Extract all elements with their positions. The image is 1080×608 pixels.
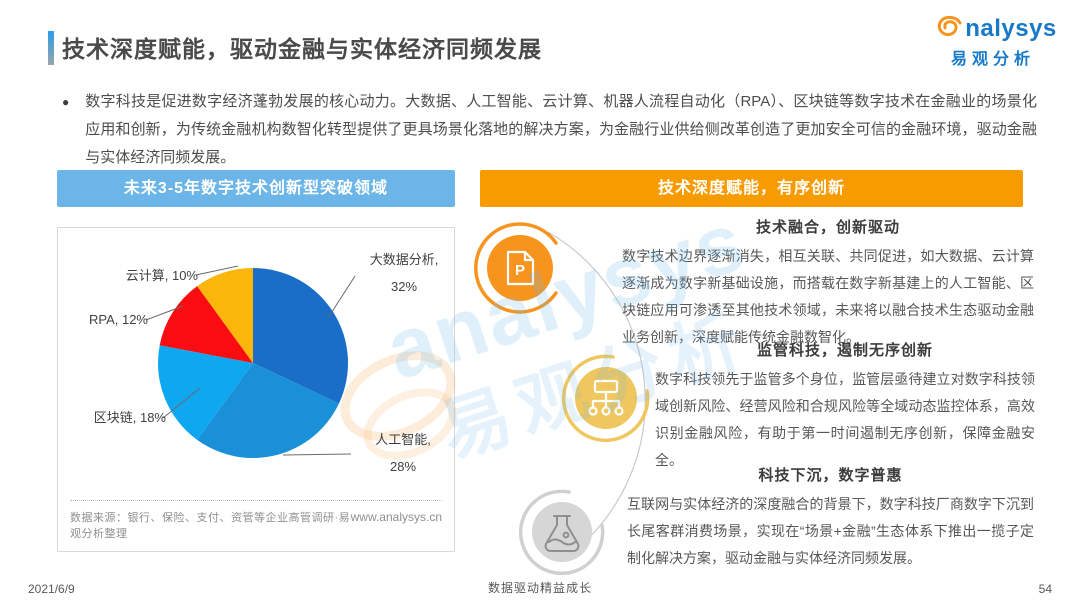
pie-label-rpa: RPA, 12% <box>88 312 148 327</box>
pie-leader-lines <box>145 265 356 456</box>
connector-arc <box>547 231 646 549</box>
logo-brand-cn: 易观分析 <box>950 51 1035 68</box>
pie-label-big-data: 大数据分析, 32% <box>369 252 439 294</box>
data-source-text: 数据来源：银行、保险、支付、资管等企业高管调研·易观分析整理 <box>70 512 351 540</box>
logo-swirl-icon <box>938 15 962 37</box>
page-title: 技术深度赋能，驱动金融与实体经济同频发展 <box>62 36 542 62</box>
pie-leader-line <box>282 453 352 456</box>
footer-date: 2021/6/9 <box>28 582 75 596</box>
pie-chart <box>145 265 356 458</box>
pie-slice-RPA <box>159 286 253 363</box>
pie-slice-人工智能 <box>197 363 339 458</box>
section-inclusive-finance: 科技下沉，数字普惠 互联网与实体经济的深度融合的背景下，数字科技厂商数字下沉到长… <box>627 464 1034 572</box>
right-banner: 技术深度赋能，有序创新 <box>480 170 1023 207</box>
section-title: 技术融合，创新驱动 <box>755 219 900 236</box>
footer-slogan: 数据驱动精益成长 <box>487 581 592 595</box>
section-regtech: 监管科技，遏制无序创新 数字科技领先于监管多个身位，监管层亟待建立对数字科技领域… <box>655 339 1035 474</box>
svg-text:P: P <box>515 262 525 279</box>
right-icons-graphic: P <box>474 222 650 576</box>
pie-slice-区块链 <box>158 345 253 440</box>
analysys-logo: nalysys 易观分析 <box>928 14 1058 69</box>
logo-brand-text: nalysys <box>965 15 1057 42</box>
flask-icon <box>518 489 605 576</box>
summary-bullet: ● 数字科技是促进数字经济蓬勃发展的核心动力。大数据、人工智能、云计算、机器人流… <box>62 88 1037 172</box>
website-link[interactable]: www.analysys.cn <box>350 510 442 524</box>
pie-leader-line <box>145 305 184 321</box>
pie-label-ai: 人工智能, 28% <box>375 432 431 474</box>
document-p-icon: P <box>474 222 558 314</box>
section-tech-fusion: 技术融合，创新驱动 数字技术边界逐渐消失，相互关联、共同促进，如大数据、云计算逐… <box>622 216 1034 351</box>
chart-source-row: 数据来源：银行、保险、支付、资管等企业高管调研·易观分析整理 www.analy… <box>70 500 442 541</box>
org-chart-icon <box>561 354 650 443</box>
pie-leader-line <box>162 387 201 419</box>
pie-chart-card: 大数据分析, 32% 人工智能, 28% 区块链, 18% RPA, 12% 云计算… <box>57 227 456 552</box>
pie-label-cloud: 云计算, 10% <box>125 268 198 283</box>
section-body: 数字技术边界逐渐消失，相互关联、共同促进，如大数据、云计算逐渐成为数字新基础设施… <box>622 248 1034 345</box>
bullet-icon: ● <box>62 95 70 109</box>
section-body: 互联网与实体经济的深度融合的背景下，数字科技厂商数字下沉到长尾客群消费场景，实现… <box>627 496 1034 566</box>
pie-leader-line <box>195 265 239 276</box>
pie-leader-line <box>327 275 356 319</box>
pie-slice-云计算 <box>197 268 253 363</box>
section-title: 监管科技，遏制无序创新 <box>756 342 933 359</box>
section-title: 科技下沉，数字普惠 <box>758 467 903 484</box>
page-number: 54 <box>1038 582 1052 596</box>
left-banner: 未来3-5年数字技术创新型突破领域 <box>57 170 455 207</box>
title-accent-bar <box>48 31 54 65</box>
pie-label-blockchain: 区块链, 18% <box>93 410 166 425</box>
pie-slice-大数据分析 <box>253 268 348 404</box>
summary-text: 数字科技是促进数字经济蓬勃发展的核心动力。大数据、人工智能、云计算、机器人流程自… <box>85 93 1037 166</box>
section-body: 数字科技领先于监管多个身位，监管层亟待建立对数字科技领域创新风险、经营风险和合规… <box>655 371 1035 468</box>
